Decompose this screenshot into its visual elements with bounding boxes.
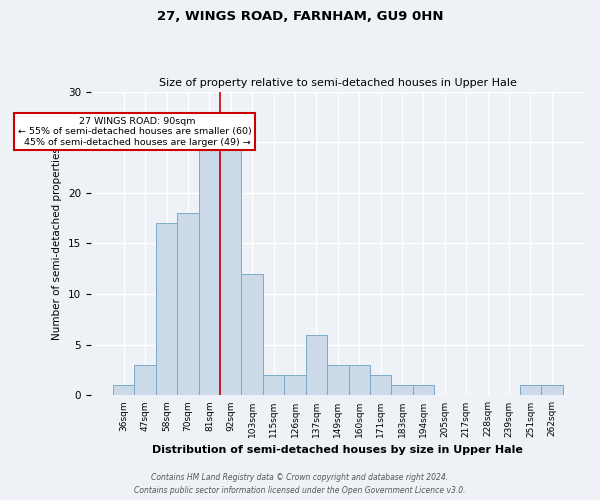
Bar <box>520 386 541 396</box>
Bar <box>284 375 306 396</box>
Bar <box>177 213 199 396</box>
Bar <box>541 386 563 396</box>
Bar <box>113 386 134 396</box>
Bar <box>134 365 156 396</box>
X-axis label: Distribution of semi-detached houses by size in Upper Hale: Distribution of semi-detached houses by … <box>152 445 523 455</box>
Text: 27, WINGS ROAD, FARNHAM, GU9 0HN: 27, WINGS ROAD, FARNHAM, GU9 0HN <box>157 10 443 23</box>
Bar <box>263 375 284 396</box>
Bar <box>370 375 391 396</box>
Bar <box>220 142 241 396</box>
Bar <box>306 334 327 396</box>
Bar <box>199 142 220 396</box>
Bar <box>327 365 349 396</box>
Text: Contains HM Land Registry data © Crown copyright and database right 2024.
Contai: Contains HM Land Registry data © Crown c… <box>134 474 466 495</box>
Bar <box>349 365 370 396</box>
Bar <box>391 386 413 396</box>
Y-axis label: Number of semi-detached properties: Number of semi-detached properties <box>52 147 62 340</box>
Text: 27 WINGS ROAD: 90sqm
← 55% of semi-detached houses are smaller (60)
  45% of sem: 27 WINGS ROAD: 90sqm ← 55% of semi-detac… <box>17 117 251 146</box>
Bar <box>241 274 263 396</box>
Bar <box>156 223 177 396</box>
Bar <box>413 386 434 396</box>
Title: Size of property relative to semi-detached houses in Upper Hale: Size of property relative to semi-detach… <box>159 78 517 88</box>
